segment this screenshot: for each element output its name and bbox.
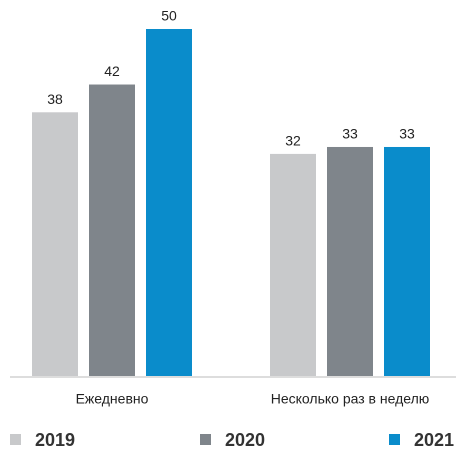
- legend-swatch: [10, 434, 21, 445]
- data-label: 33: [342, 126, 358, 142]
- bar: [384, 146, 430, 376]
- legend-label: 2019: [35, 430, 75, 450]
- bar: [32, 112, 78, 376]
- data-label: 42: [104, 63, 120, 79]
- bar: [146, 29, 192, 376]
- bar: [327, 146, 373, 376]
- legend-label: 2020: [225, 430, 265, 450]
- category-label: Ежедневно: [76, 391, 149, 407]
- legend-label: 2021: [414, 430, 454, 450]
- data-label: 33: [399, 126, 415, 142]
- data-label: 50: [161, 8, 177, 24]
- data-label: 32: [285, 133, 301, 149]
- bar: [89, 84, 135, 377]
- data-label: 38: [47, 91, 63, 107]
- bar: [270, 153, 316, 376]
- legend-swatch: [389, 434, 400, 445]
- category-label: Несколько раз в неделю: [271, 391, 430, 407]
- legend-swatch: [200, 434, 211, 445]
